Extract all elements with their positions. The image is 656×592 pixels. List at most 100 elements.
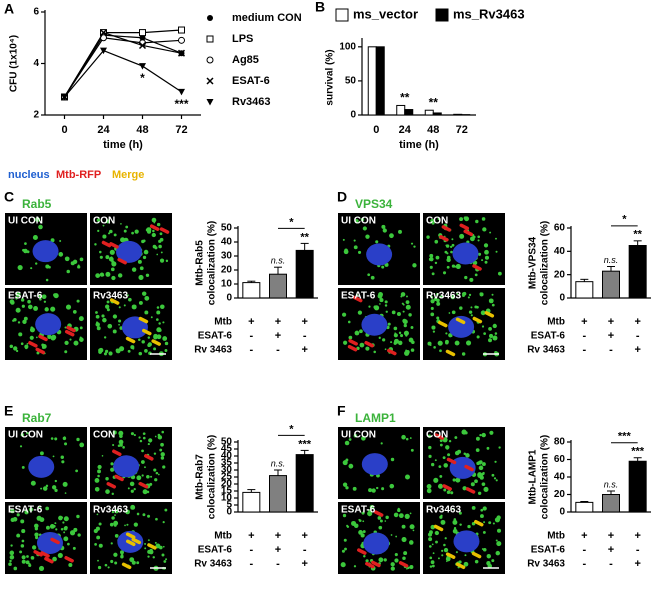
micrograph-speck (343, 340, 348, 345)
micrograph-speck (16, 513, 20, 517)
micrograph-speck (131, 231, 134, 235)
micrograph-speck (359, 329, 363, 334)
micrograph-speck (22, 319, 27, 325)
micrograph-speck (23, 316, 28, 321)
micrograph-speck (131, 267, 137, 272)
micrograph-speck (97, 469, 101, 474)
micrograph-speck (39, 297, 42, 301)
marker (178, 26, 185, 34)
micrograph-speck (475, 448, 480, 452)
micrograph-speck (381, 224, 386, 229)
micrograph-speck (130, 489, 134, 493)
micrograph-speck (114, 509, 119, 514)
micrograph-speck (470, 482, 475, 487)
micrograph-bacterium (463, 229, 473, 237)
micrograph-bacterium (125, 532, 136, 539)
micrograph-speck (390, 566, 395, 571)
micrograph-speck (352, 509, 355, 512)
micrograph-speck (403, 551, 408, 556)
micrograph-speck (45, 278, 49, 282)
micrograph-bacterium (64, 329, 75, 337)
micrograph-speck (48, 265, 51, 269)
row-label: Mtb (547, 317, 565, 328)
row-cell: + (634, 530, 640, 542)
micrograph-speck (441, 549, 444, 552)
micrograph-speck (118, 319, 122, 323)
micrograph-speck (138, 274, 144, 281)
micrograph-speck (354, 219, 359, 224)
micrograph-speck (431, 325, 436, 330)
row-cell: + (301, 316, 307, 328)
micrograph-speck (45, 484, 49, 488)
micrograph-speck (20, 298, 25, 302)
micrograph-speck (483, 332, 486, 335)
micrograph-speck (26, 343, 29, 345)
micrograph-speck (381, 487, 385, 491)
micrograph-bacterium (434, 433, 444, 440)
micrograph-speck (434, 459, 437, 462)
micrograph-speck (15, 307, 21, 313)
micrograph-label: Rv3463 (426, 291, 461, 302)
row-label: Mtb (214, 317, 232, 328)
micrograph-speck (54, 437, 58, 441)
micrograph-speck (156, 318, 159, 321)
micrograph-speck (156, 306, 160, 309)
micrograph-label: Rv3463 (93, 291, 128, 302)
micrograph-speck (95, 311, 98, 314)
micrograph-speck (394, 332, 397, 335)
micrograph-speck (60, 527, 64, 531)
legend-nucleus: nucleus (8, 169, 50, 181)
micrograph-speck (28, 563, 32, 568)
micrograph-speck (66, 269, 70, 274)
micrograph-speck (438, 465, 442, 469)
micrograph-speck (402, 556, 406, 560)
micrograph-speck (429, 265, 433, 269)
micrograph-speck (138, 436, 141, 439)
micrograph-speck (406, 295, 408, 298)
micrograph-speck (450, 491, 454, 495)
micrograph-speck (160, 442, 164, 447)
micrograph-speck (484, 255, 490, 260)
micrograph-speck (455, 477, 461, 483)
micrograph-speck (401, 524, 406, 529)
micrograph-speck (136, 512, 140, 516)
micrograph-speck (405, 437, 409, 441)
legend-marker (206, 77, 214, 85)
micrograph-speck (482, 227, 487, 232)
marker (139, 63, 146, 70)
micrograph-speck (107, 323, 113, 329)
micrograph-speck (144, 547, 147, 550)
y-axis-label: colocalization (%) (540, 435, 551, 519)
row-cell: - (249, 544, 253, 556)
micrograph-speck (112, 430, 117, 435)
micrograph-speck (110, 542, 113, 545)
y-tick-label: 4 (33, 58, 39, 69)
y-tick-label: 40 (554, 246, 566, 257)
micrograph-speck (402, 303, 405, 306)
row-cell: - (636, 544, 640, 556)
micrograph-speck (160, 251, 163, 254)
micrograph-speck (61, 460, 65, 464)
micrograph-speck (443, 488, 447, 492)
micrograph-speck (64, 326, 67, 329)
micrograph-speck (142, 489, 148, 495)
micrograph-bacterium (109, 242, 119, 249)
micrograph-speck (141, 474, 144, 477)
micrograph-speck (481, 482, 486, 486)
panel-title: Rab5 (22, 197, 52, 211)
micrograph-speck (19, 550, 23, 554)
micrograph-speck (453, 527, 457, 530)
micrograph-speck (497, 271, 502, 276)
micrograph-speck (384, 300, 388, 304)
micrograph-speck (13, 566, 18, 571)
micrograph-speck (489, 231, 492, 234)
micrograph-speck (119, 434, 123, 439)
micrograph-speck (433, 297, 438, 301)
micrograph-speck (362, 520, 365, 523)
micrograph-speck (488, 338, 492, 343)
micrograph-speck (16, 349, 19, 353)
micrograph-speck (77, 265, 81, 269)
micrograph-speck (112, 329, 117, 334)
micrograph-speck (136, 475, 142, 481)
y-tick-label: 6 (33, 7, 39, 18)
